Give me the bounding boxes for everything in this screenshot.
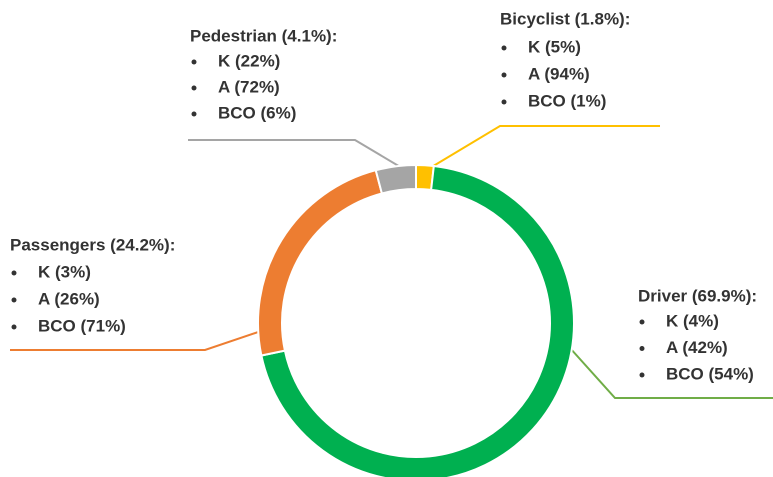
bullet [191, 59, 197, 65]
slice-label: Bicyclist (1.8%): [500, 9, 630, 28]
bullet [639, 319, 645, 325]
breakdown-item: BCO (54%) [666, 364, 754, 383]
breakdown-item: A (26%) [38, 289, 100, 308]
leader-line [569, 347, 773, 399]
slice-label: Passengers (24.2%): [10, 235, 175, 254]
bullet [501, 45, 507, 51]
bullet [11, 324, 17, 330]
breakdown-item: BCO (1%) [528, 91, 606, 110]
breakdown-item: K (4%) [666, 311, 719, 330]
breakdown-item: BCO (6%) [218, 103, 296, 122]
bullet [501, 72, 507, 78]
bullet [11, 297, 17, 303]
donut-slice [260, 164, 575, 477]
donut-slice [257, 168, 384, 357]
slice-label: Pedestrian (4.1%): [190, 26, 337, 45]
leader-line [188, 139, 403, 169]
breakdown-item: A (42%) [666, 338, 728, 357]
bullet [501, 99, 507, 105]
slice-label: Driver (69.9%): [638, 286, 757, 305]
leader-line [10, 329, 265, 351]
breakdown-item: BCO (71%) [38, 316, 126, 335]
breakdown-item: A (94%) [528, 64, 590, 83]
breakdown-item: K (3%) [38, 262, 91, 281]
leader-line [429, 125, 660, 169]
bullet [11, 270, 17, 276]
donut-slice [374, 163, 417, 195]
breakdown-item: K (5%) [528, 37, 581, 56]
breakdown-item: K (22%) [218, 51, 280, 70]
breakdown-item: A (72%) [218, 77, 280, 96]
bullet [639, 372, 645, 378]
bullet [191, 111, 197, 117]
bullet [639, 346, 645, 351]
bullet [191, 85, 197, 91]
